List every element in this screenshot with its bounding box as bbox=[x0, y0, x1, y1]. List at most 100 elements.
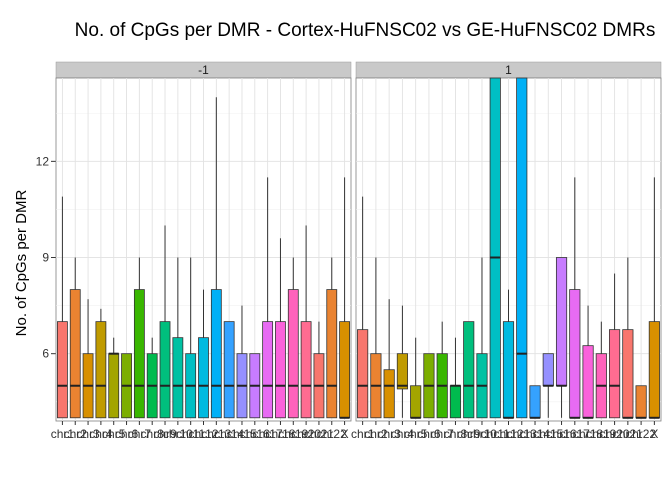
box-chr17 bbox=[569, 177, 581, 419]
box-body bbox=[210, 289, 222, 419]
box-chr2 bbox=[370, 257, 382, 419]
box-chr18 bbox=[275, 238, 286, 419]
facet-panel-1: 1chr1chr2chr3chr4chr5chr6chr7chr8chr9chr… bbox=[351, 61, 662, 441]
box-chr20 bbox=[609, 273, 621, 419]
x-tick-label: chr13 bbox=[507, 427, 537, 441]
box-chr22 bbox=[326, 257, 338, 419]
facet-panel-0: -1chr1chr2chr3chr4chr5chr6chr7chr8chr9ch… bbox=[51, 61, 352, 441]
x-tick-label: chr22 bbox=[626, 427, 656, 441]
box-chr8 bbox=[449, 337, 462, 419]
x-tick-label: chr11 bbox=[481, 427, 510, 441]
box-body bbox=[609, 329, 621, 419]
box-chr1 bbox=[57, 196, 68, 419]
box-chr3 bbox=[383, 299, 395, 419]
box-body bbox=[489, 77, 501, 419]
box-chr6 bbox=[121, 353, 132, 419]
box-chr2 bbox=[69, 257, 81, 419]
x-tick-label: chr8 bbox=[444, 427, 468, 441]
box-chr14 bbox=[223, 321, 235, 419]
x-tick-label: chr5 bbox=[404, 427, 428, 441]
box-body bbox=[69, 289, 81, 419]
x-tick-label: chr9 bbox=[153, 427, 177, 441]
x-tick-label: chr2 bbox=[364, 427, 388, 441]
x-tick-label: chr20 bbox=[291, 427, 321, 441]
box-body bbox=[516, 77, 528, 419]
x-tick-label: chr18 bbox=[265, 427, 295, 441]
x-tick-label: chr10 bbox=[163, 427, 193, 441]
box-chrX bbox=[339, 177, 350, 419]
box-chr12 bbox=[502, 289, 515, 419]
box-body bbox=[326, 289, 338, 419]
x-tick-label: chr7 bbox=[128, 427, 152, 441]
chart-title: No. of CpGs per DMR - Cortex-HuFNSC02 vs… bbox=[75, 20, 656, 41]
box-chr13 bbox=[516, 77, 528, 419]
box-chr16 bbox=[555, 257, 568, 418]
box-body bbox=[133, 289, 145, 419]
box-body bbox=[300, 321, 312, 419]
x-tick-label: chr20 bbox=[600, 427, 630, 441]
x-tick-label: chr5 bbox=[102, 427, 126, 441]
y-tick-label: 9 bbox=[42, 251, 49, 265]
box-chr1 bbox=[357, 196, 369, 419]
box-body bbox=[622, 329, 634, 419]
x-tick-label: chr7 bbox=[431, 427, 455, 441]
facet-strip-label: 1 bbox=[505, 63, 512, 77]
box-chr19 bbox=[595, 321, 607, 419]
x-tick-label: chr8 bbox=[141, 427, 165, 441]
box-body bbox=[449, 385, 462, 419]
x-tick-label: chr17 bbox=[253, 427, 283, 441]
box-chr14 bbox=[529, 385, 541, 419]
box-chr6 bbox=[423, 353, 435, 419]
x-tick-label: X bbox=[650, 427, 658, 441]
x-tick-label: chr19 bbox=[278, 427, 308, 441]
box-chr15 bbox=[542, 353, 554, 418]
box-chr7 bbox=[436, 321, 448, 419]
box-chr5 bbox=[108, 337, 120, 419]
box-body bbox=[108, 353, 120, 419]
box-body bbox=[582, 345, 594, 419]
x-tick-label: chr14 bbox=[214, 427, 244, 441]
x-tick-label: chr14 bbox=[520, 427, 550, 441]
x-tick-label: chr4 bbox=[89, 427, 113, 441]
box-body bbox=[542, 353, 554, 387]
x-tick-label: chr17 bbox=[560, 427, 590, 441]
box-chr22 bbox=[635, 385, 647, 419]
box-chr16 bbox=[249, 353, 261, 419]
box-body bbox=[555, 257, 568, 387]
box-chr17 bbox=[262, 177, 274, 419]
box-body bbox=[95, 321, 107, 419]
x-tick-label: chr3 bbox=[76, 427, 100, 441]
box-chr4 bbox=[95, 308, 107, 419]
x-tick-label: chr19 bbox=[586, 427, 616, 441]
box-chr18 bbox=[582, 305, 594, 419]
box-chr9 bbox=[463, 321, 475, 419]
box-chr15 bbox=[236, 305, 248, 419]
x-tick-label: chr2 bbox=[64, 427, 88, 441]
box-chr12 bbox=[198, 289, 209, 419]
x-tick-label: chr21 bbox=[304, 427, 334, 441]
x-tick-label: X bbox=[341, 427, 349, 441]
box-chr13 bbox=[210, 97, 222, 419]
box-body bbox=[502, 321, 515, 419]
y-tick-label: 6 bbox=[42, 347, 49, 361]
box-body bbox=[357, 329, 369, 419]
x-tick-label: chr12 bbox=[188, 427, 218, 441]
box-chr10 bbox=[172, 257, 184, 419]
y-axis-title: No. of CpGs per DMR bbox=[13, 189, 30, 336]
x-tick-label: chr10 bbox=[467, 427, 497, 441]
x-tick-label: chr3 bbox=[377, 427, 401, 441]
box-chr10 bbox=[476, 257, 488, 419]
box-body bbox=[383, 369, 395, 419]
x-tick-label: chr15 bbox=[533, 427, 563, 441]
box-body bbox=[198, 337, 209, 419]
x-tick-label: chr18 bbox=[573, 427, 603, 441]
x-tick-label: chr6 bbox=[115, 427, 139, 441]
x-tick-label: chr1 bbox=[351, 427, 375, 441]
x-tick-label: chr15 bbox=[227, 427, 257, 441]
box-chr8 bbox=[146, 337, 158, 419]
box-body bbox=[648, 321, 660, 419]
facet-strip-label: -1 bbox=[198, 63, 209, 77]
box-chr9 bbox=[159, 225, 171, 419]
box-body bbox=[410, 385, 422, 419]
